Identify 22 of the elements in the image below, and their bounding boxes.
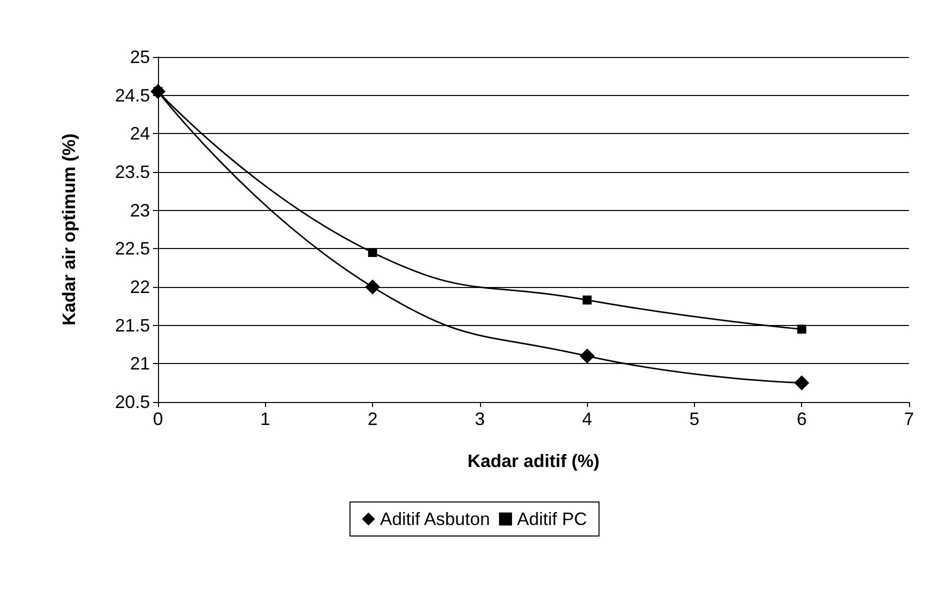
legend-label: Aditif Asbuton [380,509,490,529]
x-tick-label: 2 [368,409,378,429]
x-tick-label: 4 [582,409,592,429]
x-axis-title: Kadar aditif (%) [467,451,600,471]
y-tick-label: 20.5 [114,392,150,412]
x-tick-label: 3 [474,409,485,429]
legend-label: Aditif PC [517,509,588,529]
x-tick-label: 6 [796,409,807,429]
y-tick-label: 24 [130,124,150,144]
y-tick-label: 22.5 [114,238,150,259]
x-tick-label: 7 [904,409,914,429]
y-tick-label: 24.5 [114,85,150,106]
y-axis-title: Kadar air optimum (%) [59,133,79,326]
x-tick-label: 0 [152,409,164,429]
y-tick-label: 21 [130,354,150,374]
y-tick-label: 23.5 [114,162,150,182]
y-tick-label: 22 [130,277,150,297]
x-tick-label: 5 [689,409,700,429]
y-tick-label: 25 [130,47,150,67]
y-tick-label: 23 [130,200,150,220]
x-tick-label: 1 [260,409,270,429]
y-tick-label: 21.5 [114,315,150,336]
